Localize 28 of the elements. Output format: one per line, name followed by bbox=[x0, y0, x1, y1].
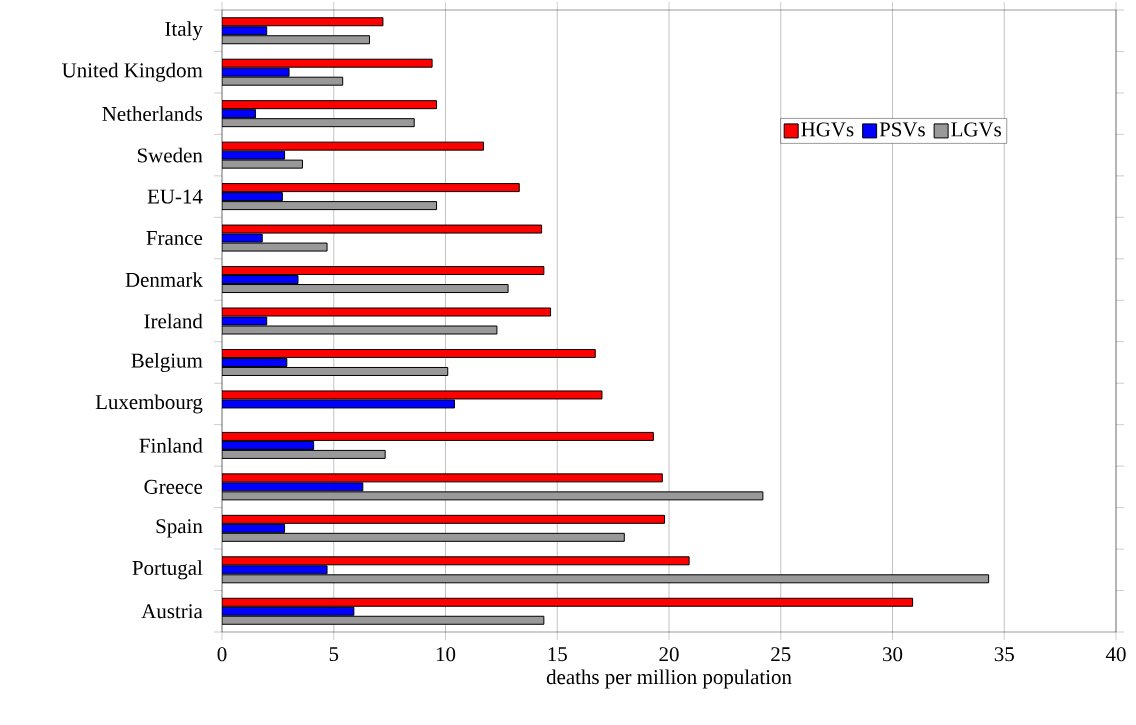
x-axis-title: deaths per million population bbox=[546, 669, 792, 689]
y-tick-label: EU-14 bbox=[147, 189, 203, 204]
legend-label: LGVs bbox=[951, 122, 1002, 137]
x-tick-label: 10 bbox=[436, 647, 456, 662]
x-tick-label: 0 bbox=[217, 647, 227, 662]
y-tick-label: Austria bbox=[141, 604, 203, 619]
y-tick-label: Denmark bbox=[125, 272, 203, 287]
y-tick-label: Portugal bbox=[132, 560, 203, 580]
x-tick-label: 5 bbox=[329, 647, 339, 662]
y-tick-label: Spain bbox=[156, 519, 203, 538]
y-tick-label: Sweden bbox=[137, 147, 203, 163]
y-tick-label: United Kingdom bbox=[62, 62, 203, 82]
y-tick-label: Belgium bbox=[131, 352, 203, 372]
y-tick-label: Italy bbox=[165, 21, 203, 41]
y-tick-label: Ireland bbox=[144, 313, 203, 329]
y-tick-label: Finland bbox=[139, 438, 203, 453]
x-tick-label: 30 bbox=[883, 647, 903, 662]
y-tick-label: France bbox=[146, 231, 203, 246]
x-tick-label: 15 bbox=[548, 647, 567, 662]
x-tick-label: 40 bbox=[1105, 647, 1126, 662]
y-tick-label: Greece bbox=[144, 479, 203, 494]
legend-label: HGVs bbox=[801, 122, 854, 137]
legend-label: PSVs bbox=[879, 122, 925, 137]
y-tick-label: Luxembourg bbox=[95, 394, 203, 414]
y-tick-label: Netherlands bbox=[102, 106, 203, 122]
x-tick-label: 20 bbox=[659, 647, 679, 662]
x-tick-label: 35 bbox=[994, 647, 1014, 662]
x-tick-label: 25 bbox=[771, 647, 791, 662]
